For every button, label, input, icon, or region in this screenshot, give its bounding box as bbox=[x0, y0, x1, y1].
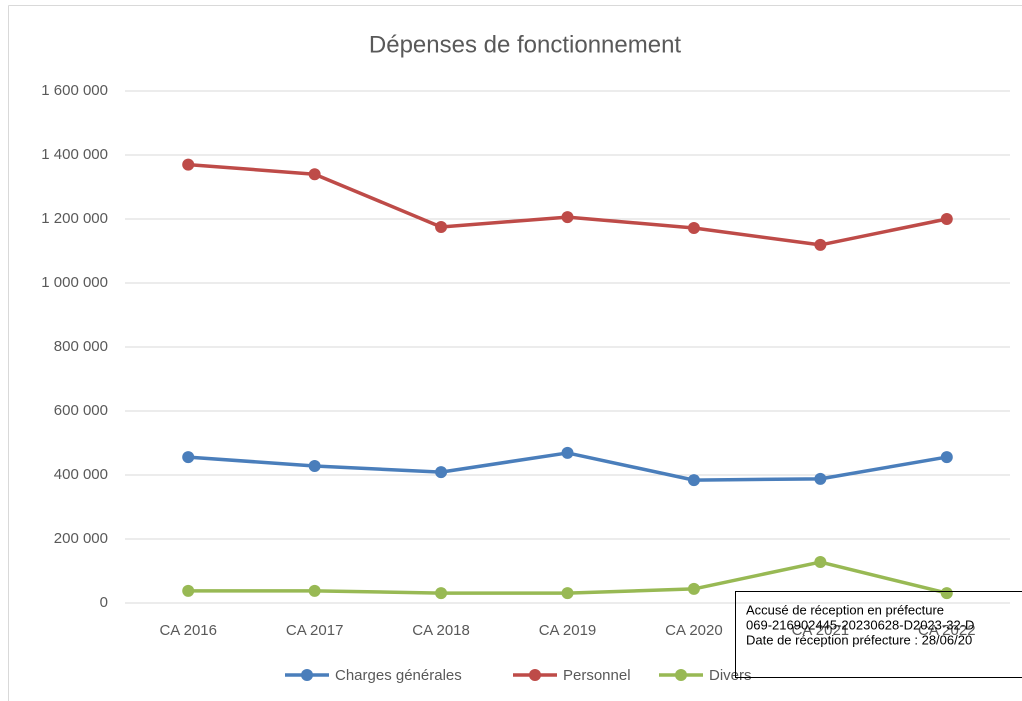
x-tick-label: CA 2017 bbox=[286, 622, 344, 639]
x-tick-label: CA 2021 bbox=[792, 622, 850, 639]
stamp-box bbox=[735, 591, 1022, 678]
legend-marker bbox=[675, 669, 687, 681]
stamp-text: Date de réception préfecture : 28/06/20 bbox=[746, 632, 972, 647]
y-tick-label: 1 200 000 bbox=[41, 210, 108, 227]
data-point bbox=[940, 213, 953, 225]
x-tick-label: CA 2019 bbox=[539, 622, 597, 639]
legend-label: Charges générales bbox=[335, 667, 462, 684]
series-line bbox=[188, 162, 948, 247]
y-tick-label: 800 000 bbox=[54, 338, 108, 355]
data-point bbox=[182, 158, 195, 171]
x-tick-label: CA 2018 bbox=[412, 622, 470, 639]
y-tick-label: 1 600 000 bbox=[41, 82, 108, 99]
legend-marker bbox=[529, 669, 541, 681]
x-tick-label: CA 2022 bbox=[918, 622, 976, 639]
data-point bbox=[814, 556, 827, 569]
y-tick-label: 200 000 bbox=[54, 530, 108, 547]
y-tick-label: 1 400 000 bbox=[41, 146, 108, 163]
data-point bbox=[308, 168, 321, 181]
data-point bbox=[561, 587, 574, 600]
data-point bbox=[182, 451, 195, 464]
data-point bbox=[561, 211, 574, 224]
y-tick-label: 600 000 bbox=[54, 402, 108, 419]
legend-label: Personnel bbox=[563, 667, 631, 684]
legend-marker bbox=[301, 669, 313, 681]
stamp-text: 069-216902445-20230628-D2023-32-D bbox=[746, 617, 974, 632]
y-tick-label: 400 000 bbox=[54, 466, 108, 483]
data-point bbox=[687, 221, 700, 234]
chart-title: Dépenses de fonctionnement bbox=[369, 31, 682, 58]
y-tick-label: 1 000 000 bbox=[41, 274, 108, 291]
data-point bbox=[435, 587, 448, 600]
stamp-text: Accusé de réception en préfecture bbox=[746, 602, 944, 617]
data-point bbox=[435, 466, 448, 479]
data-point bbox=[561, 446, 574, 459]
data-point bbox=[940, 587, 953, 600]
data-point bbox=[687, 474, 700, 487]
legend-label: Divers bbox=[709, 667, 752, 684]
x-tick-label: CA 2020 bbox=[665, 622, 723, 639]
data-point bbox=[814, 238, 827, 251]
data-point bbox=[182, 584, 195, 597]
y-tick-label: 0 bbox=[100, 594, 108, 611]
data-point bbox=[435, 221, 448, 233]
data-point bbox=[687, 582, 700, 595]
data-point bbox=[308, 460, 321, 473]
data-point bbox=[308, 584, 321, 597]
x-tick-label: CA 2016 bbox=[159, 622, 217, 639]
data-point bbox=[940, 451, 953, 464]
data-point bbox=[814, 472, 827, 485]
